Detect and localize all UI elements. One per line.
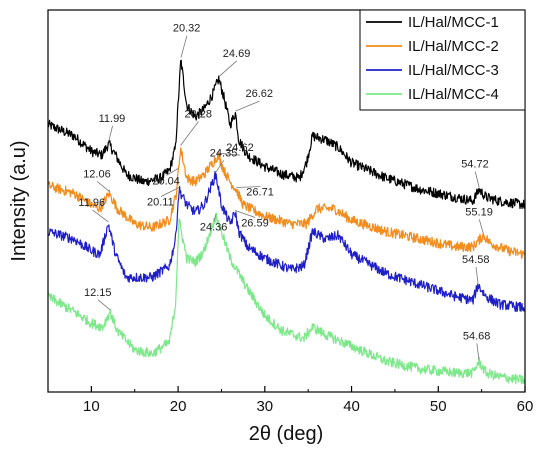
x-axis-title: 2θ (deg) <box>249 423 324 445</box>
axes-layer <box>47 9 526 393</box>
annotation-leader-18 <box>213 214 217 222</box>
x-tick-label-3: 30 <box>256 398 273 415</box>
series-line-4 <box>47 212 526 385</box>
plot-frame <box>47 9 526 393</box>
annotation-label-10: 26.71 <box>246 187 274 199</box>
series-layer <box>47 59 526 385</box>
legend-label-4: IL/Hal/MCC-4 <box>408 86 499 103</box>
annotation-label-13: 20.11 <box>147 197 174 209</box>
x-tick-label-2: 20 <box>170 398 187 415</box>
annotation-leader-16 <box>475 266 479 284</box>
annotation-label-12: 11.96 <box>78 197 105 209</box>
annotation-label-11: 55.19 <box>465 206 493 218</box>
annotation-label-7: 20.28 <box>185 109 213 121</box>
annotation-label-18: 24.36 <box>200 221 228 233</box>
annotation-leader-14 <box>215 160 225 173</box>
annotation-leader-6 <box>96 181 110 192</box>
annotation-leader-3 <box>218 60 238 78</box>
annotation-leader-10 <box>236 186 261 188</box>
annotation-leader-5 <box>474 171 480 188</box>
annotation-leader-9 <box>218 152 241 156</box>
annotation-leader-2 <box>180 35 188 58</box>
x-tick-layer: 10 20 30 40 50 60 <box>83 386 533 415</box>
annotation-leader-17 <box>97 299 111 311</box>
annotation-label-8: 20.04 <box>152 175 180 187</box>
annotation-leader-4 <box>235 100 260 112</box>
annotation-leader-15 <box>235 210 256 218</box>
y-axis-title: Intensity (a.u) <box>8 140 30 261</box>
annotation-leader-1 <box>108 125 113 142</box>
series-line-1 <box>47 59 526 210</box>
annotation-label-5: 54.72 <box>461 159 489 171</box>
annotation-label-1: 11.99 <box>99 113 126 125</box>
x-tick-label-5: 50 <box>430 398 447 415</box>
annotation-leader-7 <box>180 121 199 146</box>
legend-label-2: IL/Hal/MCC-2 <box>408 38 499 55</box>
annotation-leader-8 <box>166 168 179 176</box>
annotation-leader-19 <box>476 343 480 360</box>
x-tick-label-1: 10 <box>83 398 100 415</box>
annotation-label-2: 20.32 <box>173 23 201 35</box>
series-line-3 <box>47 170 525 313</box>
annotation-leader-11 <box>478 219 484 234</box>
annotation-leader-13 <box>160 187 180 197</box>
annotation-label-16: 54.58 <box>462 254 490 266</box>
legend-label-1: IL/Hal/MCC-1 <box>408 14 499 31</box>
x-tick-label-6: 60 <box>517 398 534 415</box>
annotation-label-15: 26.59 <box>241 218 269 230</box>
annotation-label-14: 24.35 <box>210 147 238 159</box>
annotation-label-6: 12.06 <box>83 168 111 180</box>
annotation-layer: 11.99 20.32 24.69 26.62 54.72 12.06 20.28 20.04… <box>78 23 493 360</box>
series-line-2 <box>47 147 525 259</box>
annotation-label-19: 54.68 <box>463 330 491 342</box>
annotation-label-17: 12.15 <box>84 287 112 299</box>
legend: IL/Hal/MCC-1 IL/Hal/MCC-2 IL/Hal/MCC-3 IL/H… <box>359 9 526 111</box>
annotation-label-9: 24.62 <box>226 142 254 154</box>
annotation-label-4: 26.62 <box>246 88 274 100</box>
annotation-label-3: 24.69 <box>223 48 251 60</box>
legend-label-3: IL/Hal/MCC-3 <box>408 62 499 79</box>
x-tick-label-4: 40 <box>343 398 360 415</box>
annotation-leader-12 <box>92 209 109 223</box>
